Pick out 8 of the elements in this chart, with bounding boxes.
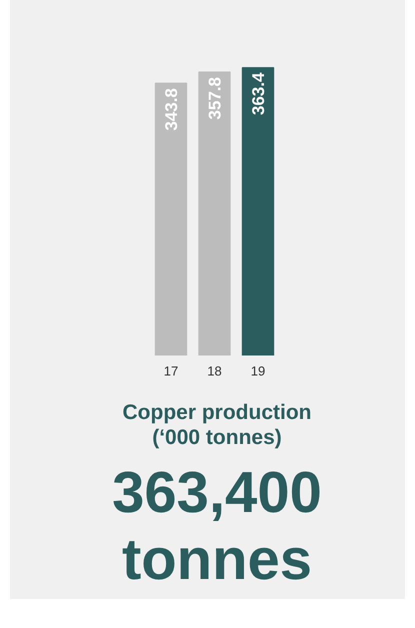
text: Copper production (‘000 tonnes) — [122, 400, 312, 450]
data-label: 357.8 — [206, 77, 224, 120]
data-label: 363.4 — [249, 72, 268, 116]
x-tick-label: 18 — [207, 364, 222, 378]
x-tick-label: 17 — [164, 364, 178, 378]
data-label: 343.8 — [162, 88, 181, 131]
text: 363,400 tonnes — [111, 460, 323, 594]
x-tick-label: 19 — [250, 364, 266, 378]
